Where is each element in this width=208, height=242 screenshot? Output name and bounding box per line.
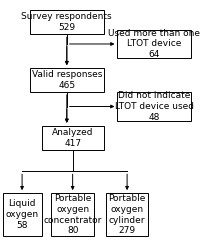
FancyBboxPatch shape bbox=[106, 193, 149, 236]
Text: Valid responses
465: Valid responses 465 bbox=[32, 70, 102, 90]
Text: Liquid
oxygen
58: Liquid oxygen 58 bbox=[6, 199, 39, 230]
Text: Survey respondents
529: Survey respondents 529 bbox=[21, 12, 112, 32]
Text: Analyzed
417: Analyzed 417 bbox=[52, 128, 93, 148]
FancyBboxPatch shape bbox=[51, 193, 94, 236]
Text: Portable
oxygen
concentrator
80: Portable oxygen concentrator 80 bbox=[43, 194, 102, 235]
Text: Did not indicate
LTOT device used
48: Did not indicate LTOT device used 48 bbox=[115, 91, 194, 122]
FancyBboxPatch shape bbox=[117, 30, 191, 58]
Text: Used more than one
LTOT device
64: Used more than one LTOT device 64 bbox=[108, 29, 200, 59]
FancyBboxPatch shape bbox=[42, 126, 104, 150]
FancyBboxPatch shape bbox=[30, 10, 104, 34]
FancyBboxPatch shape bbox=[117, 92, 191, 121]
FancyBboxPatch shape bbox=[30, 68, 104, 92]
FancyBboxPatch shape bbox=[3, 193, 42, 236]
Text: Portable
oxygen
cylinder
279: Portable oxygen cylinder 279 bbox=[108, 194, 146, 235]
